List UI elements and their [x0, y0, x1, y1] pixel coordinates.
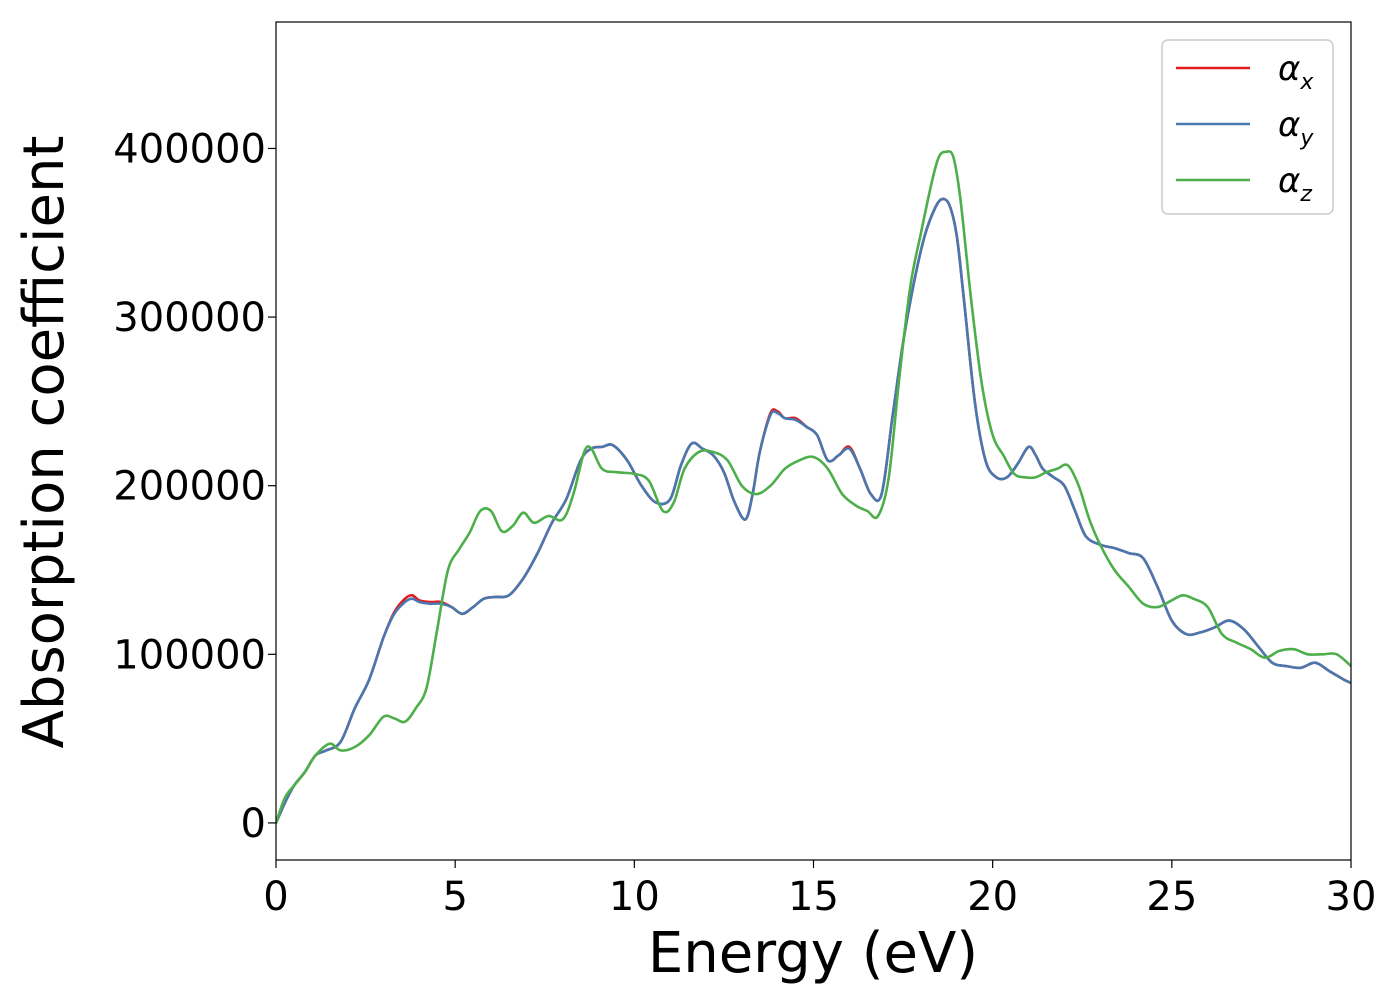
legend-subscript: y [1299, 126, 1314, 151]
legend-symbol: α [1278, 49, 1300, 89]
y-ticks: 0 100000 200000 300000 400000 [113, 126, 276, 847]
y-tick-label: 400000 [113, 126, 266, 172]
series-line-alpha-z [276, 150, 1351, 825]
legend-label-alpha-z: αz [1278, 161, 1312, 207]
x-tick-label: 20 [967, 874, 1018, 920]
y-axis-label: Absorption coefficient [12, 136, 77, 749]
x-tick-label: 15 [788, 874, 839, 920]
plot-frame [275, 21, 1352, 861]
legend-symbol: α [1278, 105, 1300, 145]
legend-label-alpha-x: αx [1278, 49, 1314, 95]
x-tick-label: 30 [1326, 874, 1377, 920]
y-tick-label: 0 [241, 801, 266, 847]
y-tick-label: 100000 [113, 632, 266, 678]
legend-label-alpha-y: αy [1278, 105, 1314, 151]
x-tick-label: 0 [263, 874, 288, 920]
x-ticks: 0 5 10 15 20 25 30 [263, 860, 1376, 920]
legend-subscript: x [1299, 70, 1314, 95]
x-tick-label: 10 [609, 874, 660, 920]
legend-symbol: α [1278, 161, 1300, 201]
legend-box [1161, 39, 1334, 215]
y-tick-label: 200000 [113, 464, 266, 510]
x-axis-label: Energy (eV) [648, 921, 978, 986]
x-tick-label: 25 [1146, 874, 1197, 920]
series-line-alpha-y [276, 197, 1351, 825]
x-tick-label: 5 [442, 874, 467, 920]
legend-subscript: z [1299, 182, 1312, 207]
series-layer [276, 150, 1351, 825]
y-tick-label: 300000 [113, 295, 266, 341]
